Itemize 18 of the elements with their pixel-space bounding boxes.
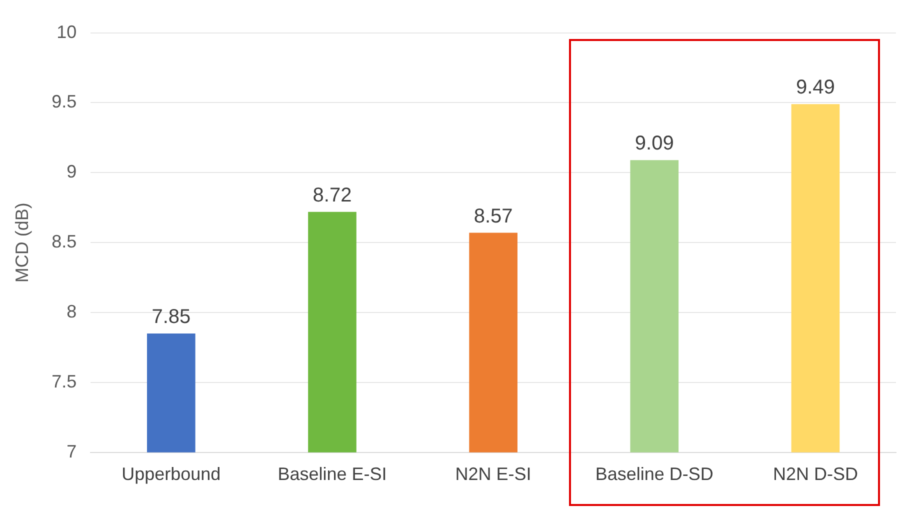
y-tick-label: 8.5 [52,232,77,252]
x-tick-label: Baseline E-SI [278,464,387,484]
x-tick-label: N2N E-SI [455,464,532,484]
y-axis-title: MCD (dB) [12,202,32,283]
y-tick-label: 7.5 [52,371,77,392]
y-tick-label: 9.5 [52,92,77,112]
data-label: 9.49 [796,76,835,99]
y-tick-label: 8 [66,302,77,322]
x-tick-label: Baseline D-SD [595,464,714,484]
x-tick-label: Upperbound [122,464,221,484]
y-tick-label: 10 [56,22,77,42]
data-label: 8.72 [312,184,352,206]
y-tick-label: 7 [66,441,77,462]
data-label: 9.09 [634,132,674,155]
data-label: 7.85 [152,306,191,328]
data-label: 8.57 [474,205,513,228]
x-tick-label: N2N D-SD [772,464,858,484]
y-tick-label: 9 [66,162,77,182]
